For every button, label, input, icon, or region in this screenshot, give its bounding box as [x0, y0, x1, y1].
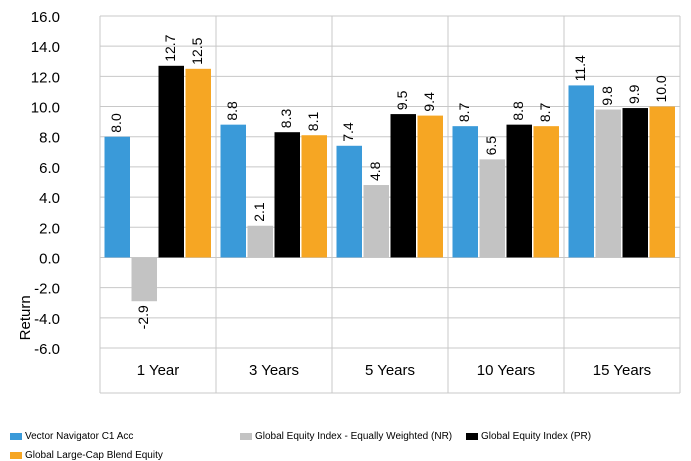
data-label: 8.7: [537, 102, 553, 122]
legend-label: Global Equity Index - Equally Weighted (…: [255, 431, 453, 442]
bar: [220, 124, 246, 258]
bar: [104, 136, 130, 258]
data-label: -2.9: [135, 305, 151, 329]
bar: [595, 109, 621, 258]
data-label: 8.0: [108, 113, 124, 133]
data-label: 9.8: [599, 86, 615, 106]
data-label: 8.7: [456, 102, 472, 122]
data-label: 6.5: [483, 136, 499, 156]
y-tick-label: 0.0: [39, 250, 60, 267]
data-label: 9.5: [394, 90, 410, 110]
legend-label: Global Equity Index (PR): [481, 431, 592, 442]
chart-legend: Vector Navigator C1 Acc Global Equity In…: [0, 428, 691, 461]
bar: [479, 159, 505, 258]
data-label: 12.5: [189, 37, 205, 64]
y-tick-label: -4.0: [34, 311, 60, 328]
data-label: 8.3: [278, 109, 294, 129]
bar: [274, 132, 300, 258]
bar: [622, 108, 648, 258]
x-tick-label: 15 Years: [593, 362, 651, 379]
legend-label: Vector Navigator C1 Acc: [25, 431, 134, 442]
x-tick-label: 5 Years: [365, 362, 415, 379]
bar: [390, 114, 416, 258]
data-label: 7.4: [340, 122, 356, 142]
bar: [131, 257, 157, 302]
legend-label: Global Large-Cap Blend Equity: [25, 450, 163, 461]
bar: [336, 145, 362, 258]
data-label: 9.4: [421, 92, 437, 112]
y-tick-label: 12.0: [31, 69, 60, 86]
x-tick-label: 10 Years: [477, 362, 535, 379]
bar: [506, 124, 532, 258]
data-label: 9.9: [626, 84, 642, 104]
legend-swatch: [466, 433, 478, 440]
bar: [247, 225, 273, 258]
y-tick-label: 6.0: [39, 160, 60, 177]
y-axis-title: Return: [17, 295, 34, 340]
data-label: 8.1: [305, 112, 321, 132]
legend-swatch: [10, 433, 22, 440]
bar: [363, 185, 389, 258]
data-label: 10.0: [653, 75, 669, 102]
bar: [158, 65, 184, 258]
data-label: 8.8: [510, 101, 526, 121]
y-tick-label: -6.0: [34, 341, 60, 358]
legend-item-large-cap-blend: Global Large-Cap Blend Equity: [10, 450, 163, 461]
legend-swatch: [10, 452, 22, 459]
data-label: 12.7: [162, 34, 178, 61]
legend-item-equally-weighted: Global Equity Index - Equally Weighted (…: [240, 431, 452, 442]
bar: [185, 68, 211, 258]
legend-item-vector-navigator: Vector Navigator C1 Acc: [10, 431, 133, 442]
data-label: 8.8: [224, 101, 240, 121]
data-label: 11.4: [572, 55, 588, 81]
y-tick-label: 10.0: [31, 100, 60, 117]
bar: [533, 126, 559, 258]
legend-item-global-equity-pr: Global Equity Index (PR): [466, 431, 591, 442]
legend-swatch: [240, 433, 252, 440]
x-tick-label: 1 Year: [137, 362, 180, 379]
y-tick-label: -2.0: [34, 281, 60, 298]
x-tick-label: 3 Years: [249, 362, 299, 379]
bar: [301, 135, 327, 258]
bar: [649, 106, 675, 258]
y-tick-label: 14.0: [31, 39, 60, 56]
bar: [452, 126, 478, 258]
y-tick-label: 16.0: [31, 9, 60, 26]
data-label: 4.8: [367, 161, 383, 181]
data-label: 2.1: [251, 202, 267, 222]
y-tick-label: 8.0: [39, 130, 60, 147]
bar: [568, 85, 594, 258]
y-tick-label: 4.0: [39, 190, 60, 207]
y-tick-label: 2.0: [39, 220, 60, 237]
bar: [417, 115, 443, 258]
